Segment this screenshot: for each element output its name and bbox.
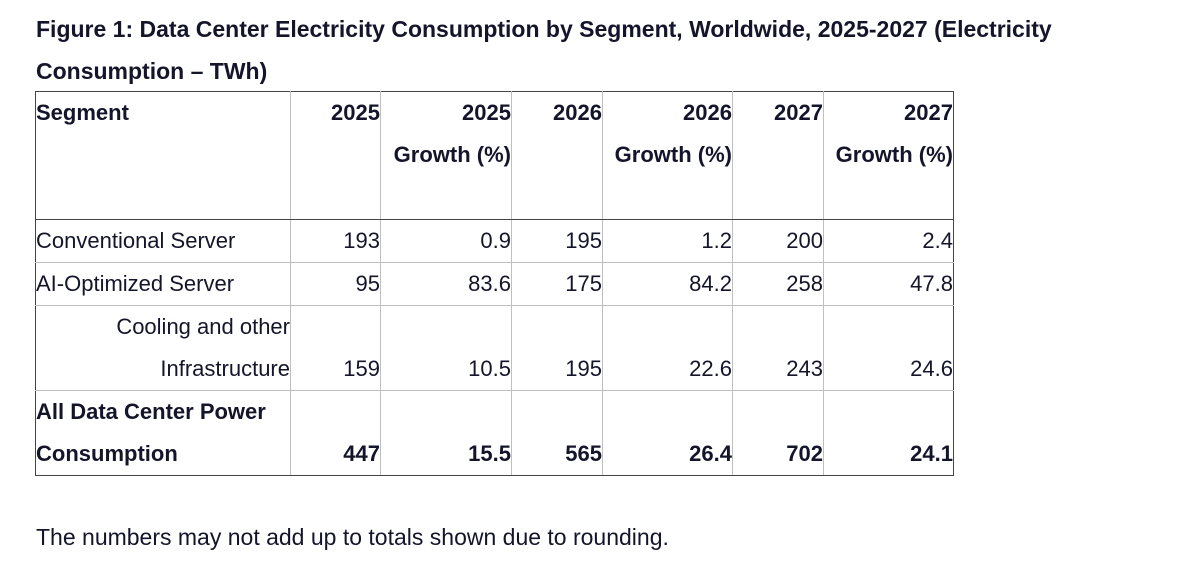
header-2027: 2027: [732, 91, 824, 220]
value-2027: 243: [732, 305, 824, 391]
header-2027-growth: 2027 Growth (%): [823, 91, 954, 220]
total-2027-growth: 24.1: [823, 390, 954, 476]
total-2026: 565: [511, 390, 603, 476]
header-2026-growth: 2026 Growth (%): [602, 91, 733, 220]
value-2027-growth: 47.8: [823, 262, 954, 306]
table-row: Conventional Server 193 0.9 195 1.2 200 …: [35, 219, 954, 263]
value-2025-growth: 10.5: [380, 305, 512, 391]
segment-label: Cooling and other Infrastructure: [35, 305, 291, 391]
value-2027: 200: [732, 219, 824, 263]
value-2027-growth: 2.4: [823, 219, 954, 263]
total-2026-growth: 26.4: [602, 390, 733, 476]
value-2026-growth: 22.6: [602, 305, 733, 391]
segment-label: Conventional Server: [35, 219, 291, 263]
total-label: All Data Center Power Consumption: [35, 390, 291, 476]
header-2026: 2026: [511, 91, 603, 220]
header-row: Segment 2025 2025 Growth (%) 2026 2026 G…: [35, 91, 954, 220]
value-2027-growth: 24.6: [823, 305, 954, 391]
value-2026-growth: 84.2: [602, 262, 733, 306]
table-row: AI-Optimized Server 95 83.6 175 84.2 258…: [35, 262, 954, 306]
value-2027: 258: [732, 262, 824, 306]
segment-label: AI-Optimized Server: [35, 262, 291, 306]
value-2026-growth: 1.2: [602, 219, 733, 263]
header-2025: 2025: [290, 91, 381, 220]
value-2026: 195: [511, 219, 603, 263]
header-2025-growth: 2025 Growth (%): [380, 91, 512, 220]
value-2026: 175: [511, 262, 603, 306]
header-segment: Segment: [35, 91, 291, 220]
footnote: The numbers may not add up to totals sho…: [36, 524, 669, 550]
value-2026: 195: [511, 305, 603, 391]
value-2025-growth: 0.9: [380, 219, 512, 263]
value-2025: 95: [290, 262, 381, 306]
total-row: All Data Center Power Consumption 447 15…: [35, 390, 954, 476]
consumption-table: Segment 2025 2025 Growth (%) 2026 2026 G…: [35, 91, 954, 476]
total-2025-growth: 15.5: [380, 390, 512, 476]
value-2025-growth: 83.6: [380, 262, 512, 306]
table-row: Cooling and other Infrastructure 159 10.…: [35, 305, 954, 391]
total-2025: 447: [290, 390, 381, 476]
figure-title: Figure 1: Data Center Electricity Consum…: [36, 16, 1052, 84]
total-2027: 702: [732, 390, 824, 476]
value-2025: 159: [290, 305, 381, 391]
value-2025: 193: [290, 219, 381, 263]
